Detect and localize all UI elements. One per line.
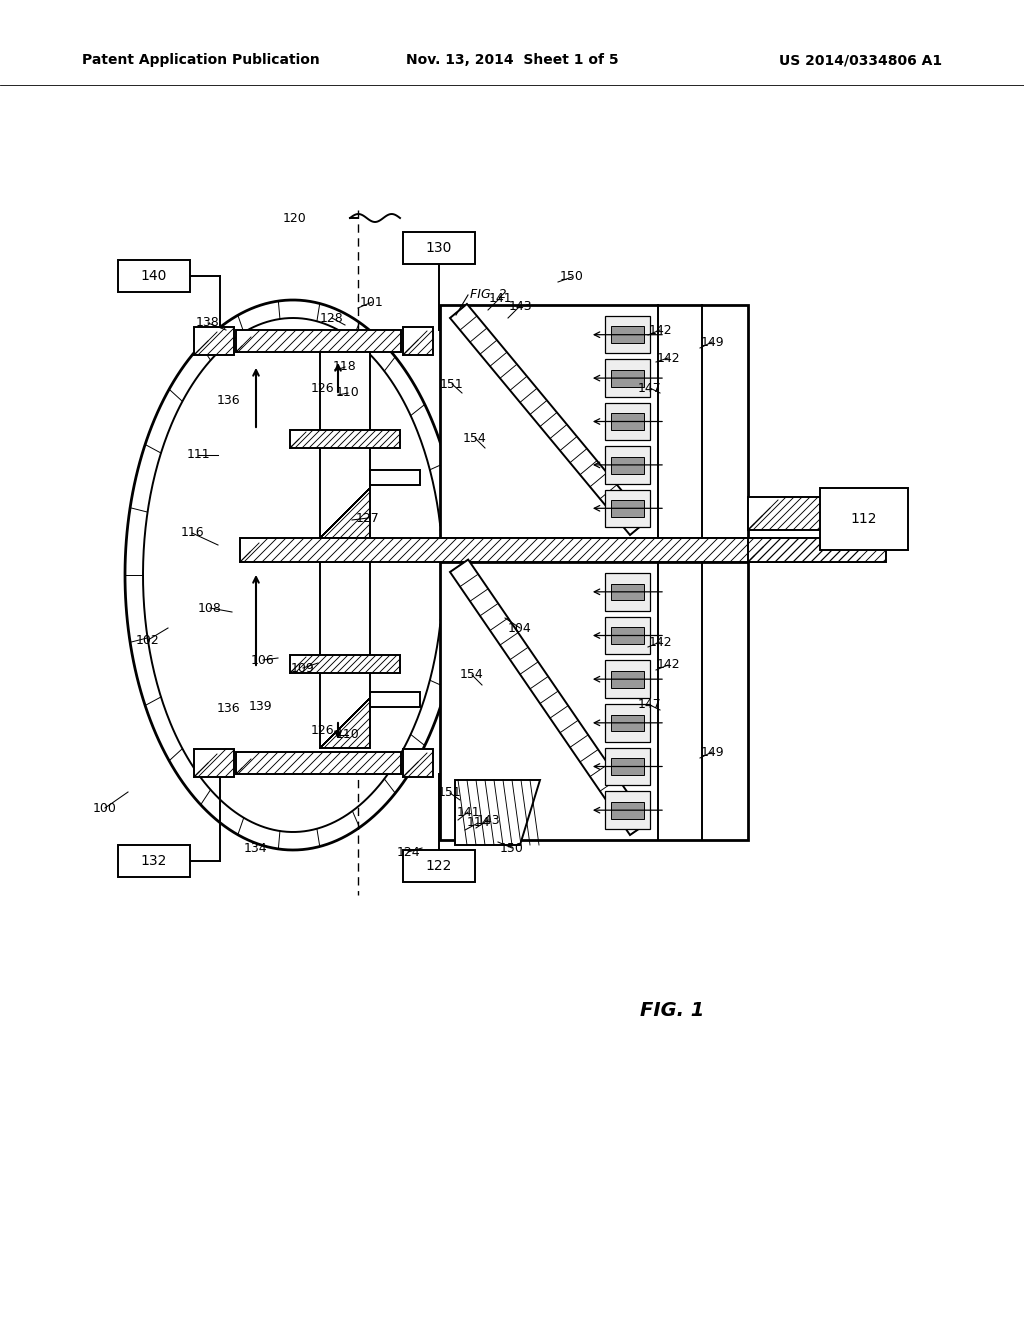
Text: 139: 139 — [248, 701, 271, 714]
Text: 112: 112 — [851, 512, 878, 525]
Text: 136: 136 — [216, 701, 240, 714]
Bar — [370, 692, 420, 708]
Text: 111: 111 — [186, 449, 210, 462]
Text: 147: 147 — [638, 381, 662, 395]
Text: 124: 124 — [396, 846, 420, 858]
Text: 142: 142 — [656, 659, 680, 672]
Bar — [748, 498, 886, 531]
Text: 134: 134 — [243, 842, 267, 854]
Bar — [605, 573, 650, 611]
Bar — [403, 748, 433, 777]
Text: 110: 110 — [336, 729, 359, 742]
Polygon shape — [450, 560, 648, 836]
Bar — [403, 327, 433, 355]
Bar — [611, 500, 644, 517]
Bar — [319, 352, 370, 539]
Text: 136: 136 — [216, 393, 240, 407]
Text: 142: 142 — [656, 351, 680, 364]
Bar — [290, 655, 400, 673]
Text: 150: 150 — [500, 842, 524, 854]
Bar — [611, 801, 644, 818]
Text: 130: 130 — [426, 242, 453, 255]
Text: 120: 120 — [283, 211, 307, 224]
Text: 154: 154 — [460, 668, 484, 681]
Bar — [611, 326, 644, 343]
Text: 143: 143 — [476, 813, 500, 826]
Text: 100: 100 — [93, 801, 117, 814]
Text: 151: 151 — [438, 787, 462, 800]
Bar — [611, 583, 644, 601]
Text: 114: 114 — [466, 817, 489, 829]
Bar — [440, 305, 748, 539]
Text: 150: 150 — [560, 271, 584, 284]
Text: US 2014/0334806 A1: US 2014/0334806 A1 — [779, 53, 942, 67]
Polygon shape — [455, 780, 540, 845]
Text: 109: 109 — [291, 661, 314, 675]
Text: 116: 116 — [180, 527, 204, 540]
Text: 126: 126 — [310, 381, 334, 395]
Bar — [611, 758, 644, 775]
Text: 110: 110 — [336, 387, 359, 400]
Text: 126: 126 — [310, 723, 334, 737]
Bar — [611, 714, 644, 731]
Text: 132: 132 — [141, 854, 167, 869]
Bar — [236, 330, 401, 352]
Bar — [611, 370, 644, 387]
Text: FIG. 1: FIG. 1 — [640, 1001, 705, 1019]
Text: 142: 142 — [648, 635, 672, 648]
Text: 154: 154 — [463, 432, 486, 445]
Text: 102: 102 — [136, 634, 160, 647]
Text: 122: 122 — [426, 859, 453, 873]
Text: 142: 142 — [648, 323, 672, 337]
Text: 141: 141 — [488, 292, 512, 305]
Bar — [605, 315, 650, 354]
Polygon shape — [450, 304, 647, 535]
Bar — [403, 232, 475, 264]
Bar — [118, 260, 190, 292]
Text: 138: 138 — [197, 317, 220, 330]
Bar — [605, 747, 650, 785]
Text: 141: 141 — [456, 805, 480, 818]
Text: FIG. 2: FIG. 2 — [470, 289, 507, 301]
Text: 143: 143 — [508, 300, 531, 313]
Text: 140: 140 — [141, 269, 167, 282]
Bar — [118, 845, 190, 876]
Bar — [611, 627, 644, 644]
Text: 101: 101 — [360, 296, 384, 309]
Text: 106: 106 — [251, 653, 274, 667]
Text: 128: 128 — [321, 312, 344, 325]
Bar — [820, 488, 908, 550]
Bar — [605, 490, 650, 527]
Bar — [403, 850, 475, 882]
Bar — [605, 616, 650, 655]
Text: 151: 151 — [440, 378, 464, 391]
Text: 108: 108 — [198, 602, 222, 615]
Bar — [605, 791, 650, 829]
Bar — [605, 704, 650, 742]
Text: 147: 147 — [638, 698, 662, 711]
Bar — [605, 403, 650, 440]
Text: 149: 149 — [700, 746, 724, 759]
Bar — [319, 562, 370, 748]
Bar — [236, 752, 401, 774]
Bar — [194, 748, 234, 777]
Bar — [611, 671, 644, 688]
Bar — [194, 327, 234, 355]
Bar — [605, 446, 650, 483]
Bar — [605, 359, 650, 397]
Bar — [611, 457, 644, 474]
Bar — [290, 430, 400, 447]
Text: Patent Application Publication: Patent Application Publication — [82, 53, 319, 67]
Bar — [748, 539, 886, 562]
Text: 118: 118 — [333, 360, 357, 374]
Bar — [605, 660, 650, 698]
Text: 149: 149 — [700, 335, 724, 348]
Text: Nov. 13, 2014  Sheet 1 of 5: Nov. 13, 2014 Sheet 1 of 5 — [406, 53, 618, 67]
Bar — [370, 470, 420, 484]
Text: 127: 127 — [356, 511, 380, 524]
Bar — [440, 562, 748, 840]
Bar — [240, 539, 860, 562]
Bar — [611, 413, 644, 430]
Text: 104: 104 — [508, 622, 531, 635]
